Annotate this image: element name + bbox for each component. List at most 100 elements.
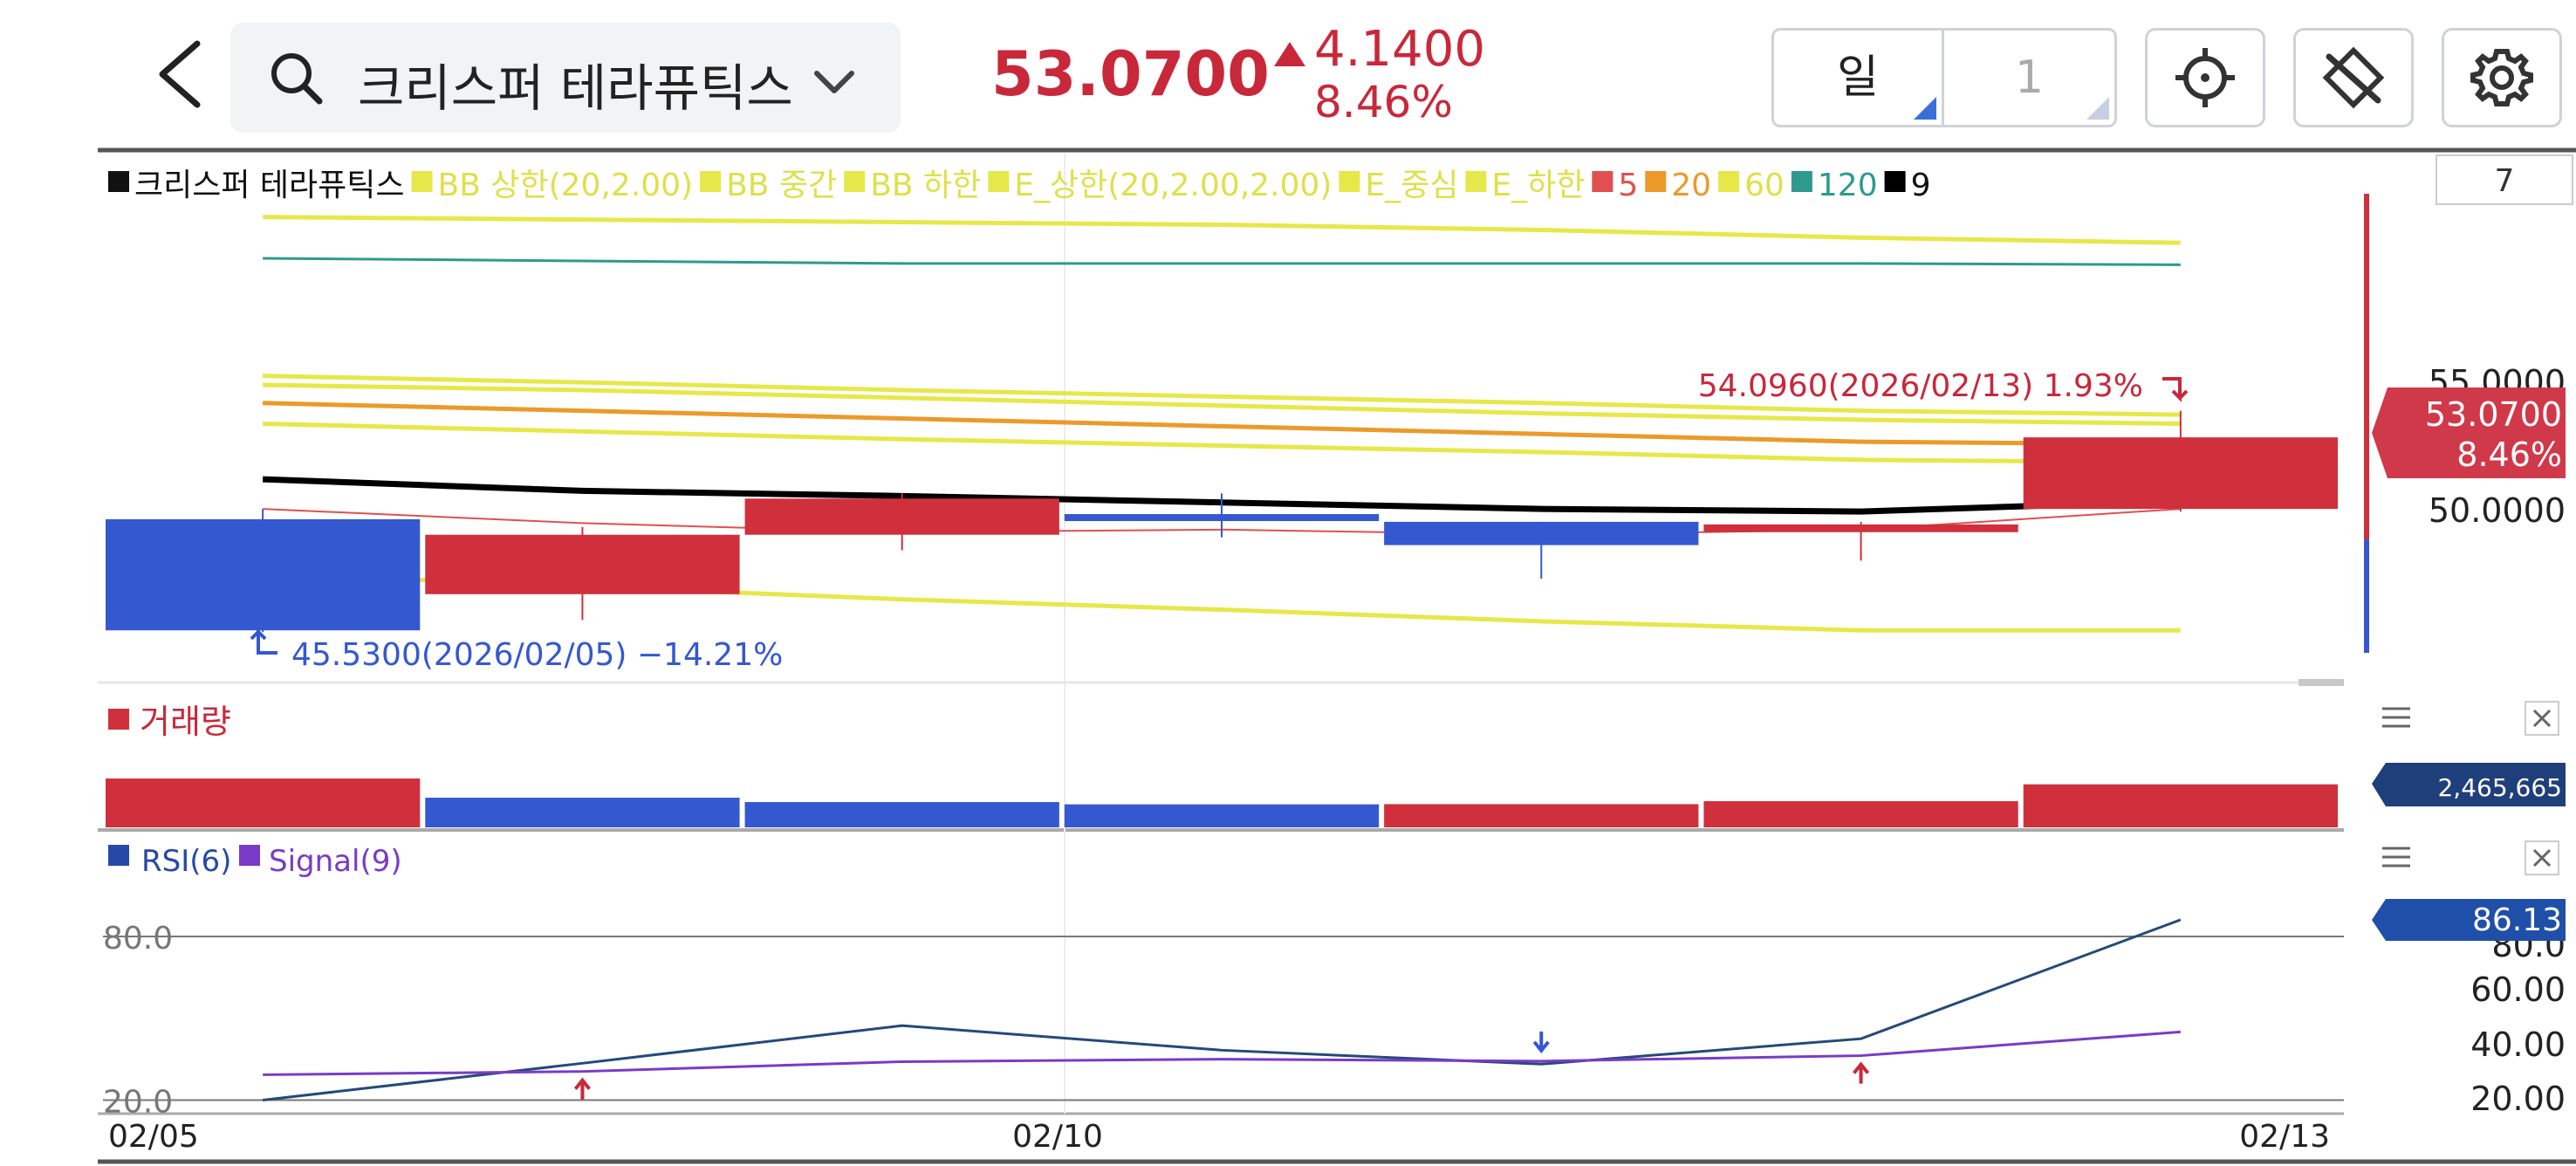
top-badge-box xyxy=(2436,154,2573,205)
drawing-tools-off-icon xyxy=(2322,46,2385,109)
candle-body xyxy=(1703,524,2018,532)
legend-swatch xyxy=(411,171,433,192)
current-price-tag-pct: 8.46% xyxy=(2456,436,2562,474)
signal-legend-swatch xyxy=(239,845,260,866)
buy-signal-arrow-icon xyxy=(1853,1061,1870,1084)
settings-button[interactable] xyxy=(2442,28,2562,127)
volume-bar xyxy=(1064,804,1380,827)
period-count-button[interactable]: 1 xyxy=(1944,31,2114,125)
candle-body xyxy=(744,498,1059,535)
rsi-left-tick: 80.0 xyxy=(103,921,173,957)
sell-signal-arrow-icon xyxy=(1532,1031,1550,1054)
max-price-annotation: 54.0960(2026/02/13) 1.93% xyxy=(1698,368,2143,404)
rsi-y-tick: 40.00 xyxy=(2470,1025,2566,1064)
volume-close-icon xyxy=(2532,709,2552,728)
legend-item: 120 xyxy=(1818,168,1878,203)
legend-item: 60 xyxy=(1744,168,1785,203)
x-tick-label: 02/05 xyxy=(108,1119,199,1155)
volume-bar xyxy=(106,778,421,827)
period-selector: 일 1 xyxy=(1771,28,2117,127)
volume-bar xyxy=(1703,801,2018,827)
stock-name: 크리스퍼 테라퓨틱스 xyxy=(358,58,793,118)
legend-item: E_중심 xyxy=(1365,168,1458,203)
legend-swatch xyxy=(1645,171,1667,192)
legend-item: BB 하한 xyxy=(870,168,981,203)
volume-close-box xyxy=(2525,701,2559,736)
volume-value-tag xyxy=(2372,763,2566,806)
candle-body xyxy=(1384,521,1699,545)
volume-bar xyxy=(425,798,740,827)
legend-item: 크리스퍼 테라퓨틱스 xyxy=(134,168,405,203)
candle-body xyxy=(106,518,421,631)
rsi-legend-swatch xyxy=(108,845,129,866)
legend-swatch xyxy=(1465,171,1487,192)
rsi-close-icon xyxy=(2532,848,2552,868)
gear-icon xyxy=(2470,49,2533,106)
drawing-tools-button[interactable] xyxy=(2293,28,2414,127)
min-arrow-icon xyxy=(250,628,277,655)
rsi-line xyxy=(262,918,2182,1101)
signal-line xyxy=(263,1030,2181,1076)
legend-swatch xyxy=(1884,171,1906,192)
period-day-button[interactable]: 일 xyxy=(1774,31,1944,125)
candle-body xyxy=(2023,437,2338,510)
top-badge: 7 xyxy=(2495,163,2515,199)
rsi-y-tick: 20.00 xyxy=(2470,1080,2566,1118)
volume-legend-label: 거래량 xyxy=(140,703,231,741)
up-triangle-icon xyxy=(1274,42,1305,66)
back-button[interactable] xyxy=(147,35,216,113)
indicator-line xyxy=(263,374,2181,417)
current-price-tag xyxy=(2372,388,2566,478)
legend-item: BB 상한(20,2.00) xyxy=(438,168,694,203)
indicator-line xyxy=(263,215,2181,245)
dropdown-corner-icon xyxy=(1914,97,1936,120)
volume-value-label: 2,465,665 xyxy=(2437,773,2562,802)
indicator-line xyxy=(263,421,2181,465)
y-tick-label: 50.0000 xyxy=(2429,491,2566,530)
volume-bar xyxy=(2023,784,2338,827)
rsi-legend-label: RSI(6) xyxy=(141,844,231,879)
legend-item: BB 중간 xyxy=(726,168,837,203)
search-icon xyxy=(271,53,323,105)
price-change: 4.1400 xyxy=(1314,21,1485,78)
crosshair-button[interactable] xyxy=(2145,28,2265,127)
legend-item: 20 xyxy=(1671,168,1711,203)
scroll-handle xyxy=(2299,679,2344,686)
legend-item: 5 xyxy=(1618,168,1638,203)
volume-bar xyxy=(1384,804,1699,827)
candle-body xyxy=(1064,514,1380,522)
indicator-line xyxy=(263,401,2181,447)
x-tick-label: 02/10 xyxy=(1012,1119,1103,1155)
legend-item: 9 xyxy=(1911,168,1931,203)
dropdown-corner-icon xyxy=(2086,97,2109,120)
indicator-line xyxy=(263,382,2181,426)
rsi-y-tick: 60.00 xyxy=(2470,971,2566,1009)
legend-swatch xyxy=(1791,171,1812,192)
crosshair-icon xyxy=(2175,48,2235,107)
period-count-label: 1 xyxy=(2014,51,2045,104)
stock-search-box[interactable]: 크리스퍼 테라퓨틱스 xyxy=(230,23,901,133)
dropdown-chevron-icon xyxy=(814,71,854,93)
volume-bar xyxy=(744,802,1059,827)
rsi-value-tag xyxy=(2372,899,2566,941)
back-chevron-icon xyxy=(159,40,201,108)
candle-body xyxy=(425,534,740,594)
legend-swatch xyxy=(988,171,1010,192)
current-price-tag-value: 53.0700 xyxy=(2425,395,2562,434)
legend-swatch xyxy=(108,171,129,192)
price-change-percent: 8.46% xyxy=(1314,77,1453,127)
indicator-line xyxy=(263,257,2181,266)
legend-swatch xyxy=(844,171,866,192)
legend-swatch xyxy=(700,171,722,192)
legend-item: E_하한 xyxy=(1491,168,1585,203)
x-tick-label: 02/13 xyxy=(2239,1119,2330,1155)
legend-swatch xyxy=(1592,171,1613,192)
legend-item: E_상한(20,2.00,2.00) xyxy=(1014,168,1332,203)
period-day-label: 일 xyxy=(1837,51,1879,104)
max-arrow-icon xyxy=(2162,377,2189,402)
legend-swatch xyxy=(1339,171,1360,192)
buy-signal-arrow-icon xyxy=(573,1077,591,1100)
volume-legend-swatch xyxy=(108,709,129,730)
signal-legend-label: Signal(9) xyxy=(269,844,402,879)
